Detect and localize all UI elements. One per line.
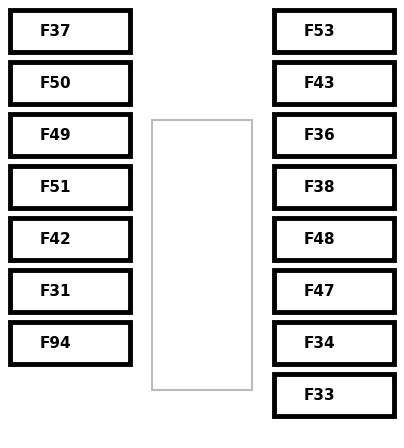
Text: F53: F53 [304, 23, 335, 39]
Bar [274, 322, 394, 364]
Bar [10, 166, 130, 208]
Text: F38: F38 [304, 180, 335, 194]
Text: F50: F50 [40, 76, 72, 90]
Text: F94: F94 [40, 336, 72, 350]
Bar [274, 166, 394, 208]
Bar [10, 322, 130, 364]
Bar [10, 218, 130, 260]
Bar [10, 114, 130, 156]
Text: F48: F48 [304, 232, 335, 246]
Text: F37: F37 [40, 23, 72, 39]
Text: F33: F33 [304, 388, 335, 402]
Text: F49: F49 [40, 128, 72, 142]
Bar [152, 120, 252, 390]
Bar [274, 62, 394, 104]
Text: F36: F36 [304, 128, 335, 142]
Text: F34: F34 [304, 336, 335, 350]
Text: F47: F47 [304, 284, 335, 298]
Text: F43: F43 [304, 76, 335, 90]
Text: F51: F51 [40, 180, 72, 194]
Text: F31: F31 [40, 284, 72, 298]
Bar [10, 10, 130, 52]
Bar [10, 62, 130, 104]
Text: F42: F42 [40, 232, 72, 246]
Bar [274, 10, 394, 52]
Bar [10, 270, 130, 312]
Bar [274, 374, 394, 416]
Bar [274, 114, 394, 156]
Bar [274, 270, 394, 312]
Bar [274, 218, 394, 260]
